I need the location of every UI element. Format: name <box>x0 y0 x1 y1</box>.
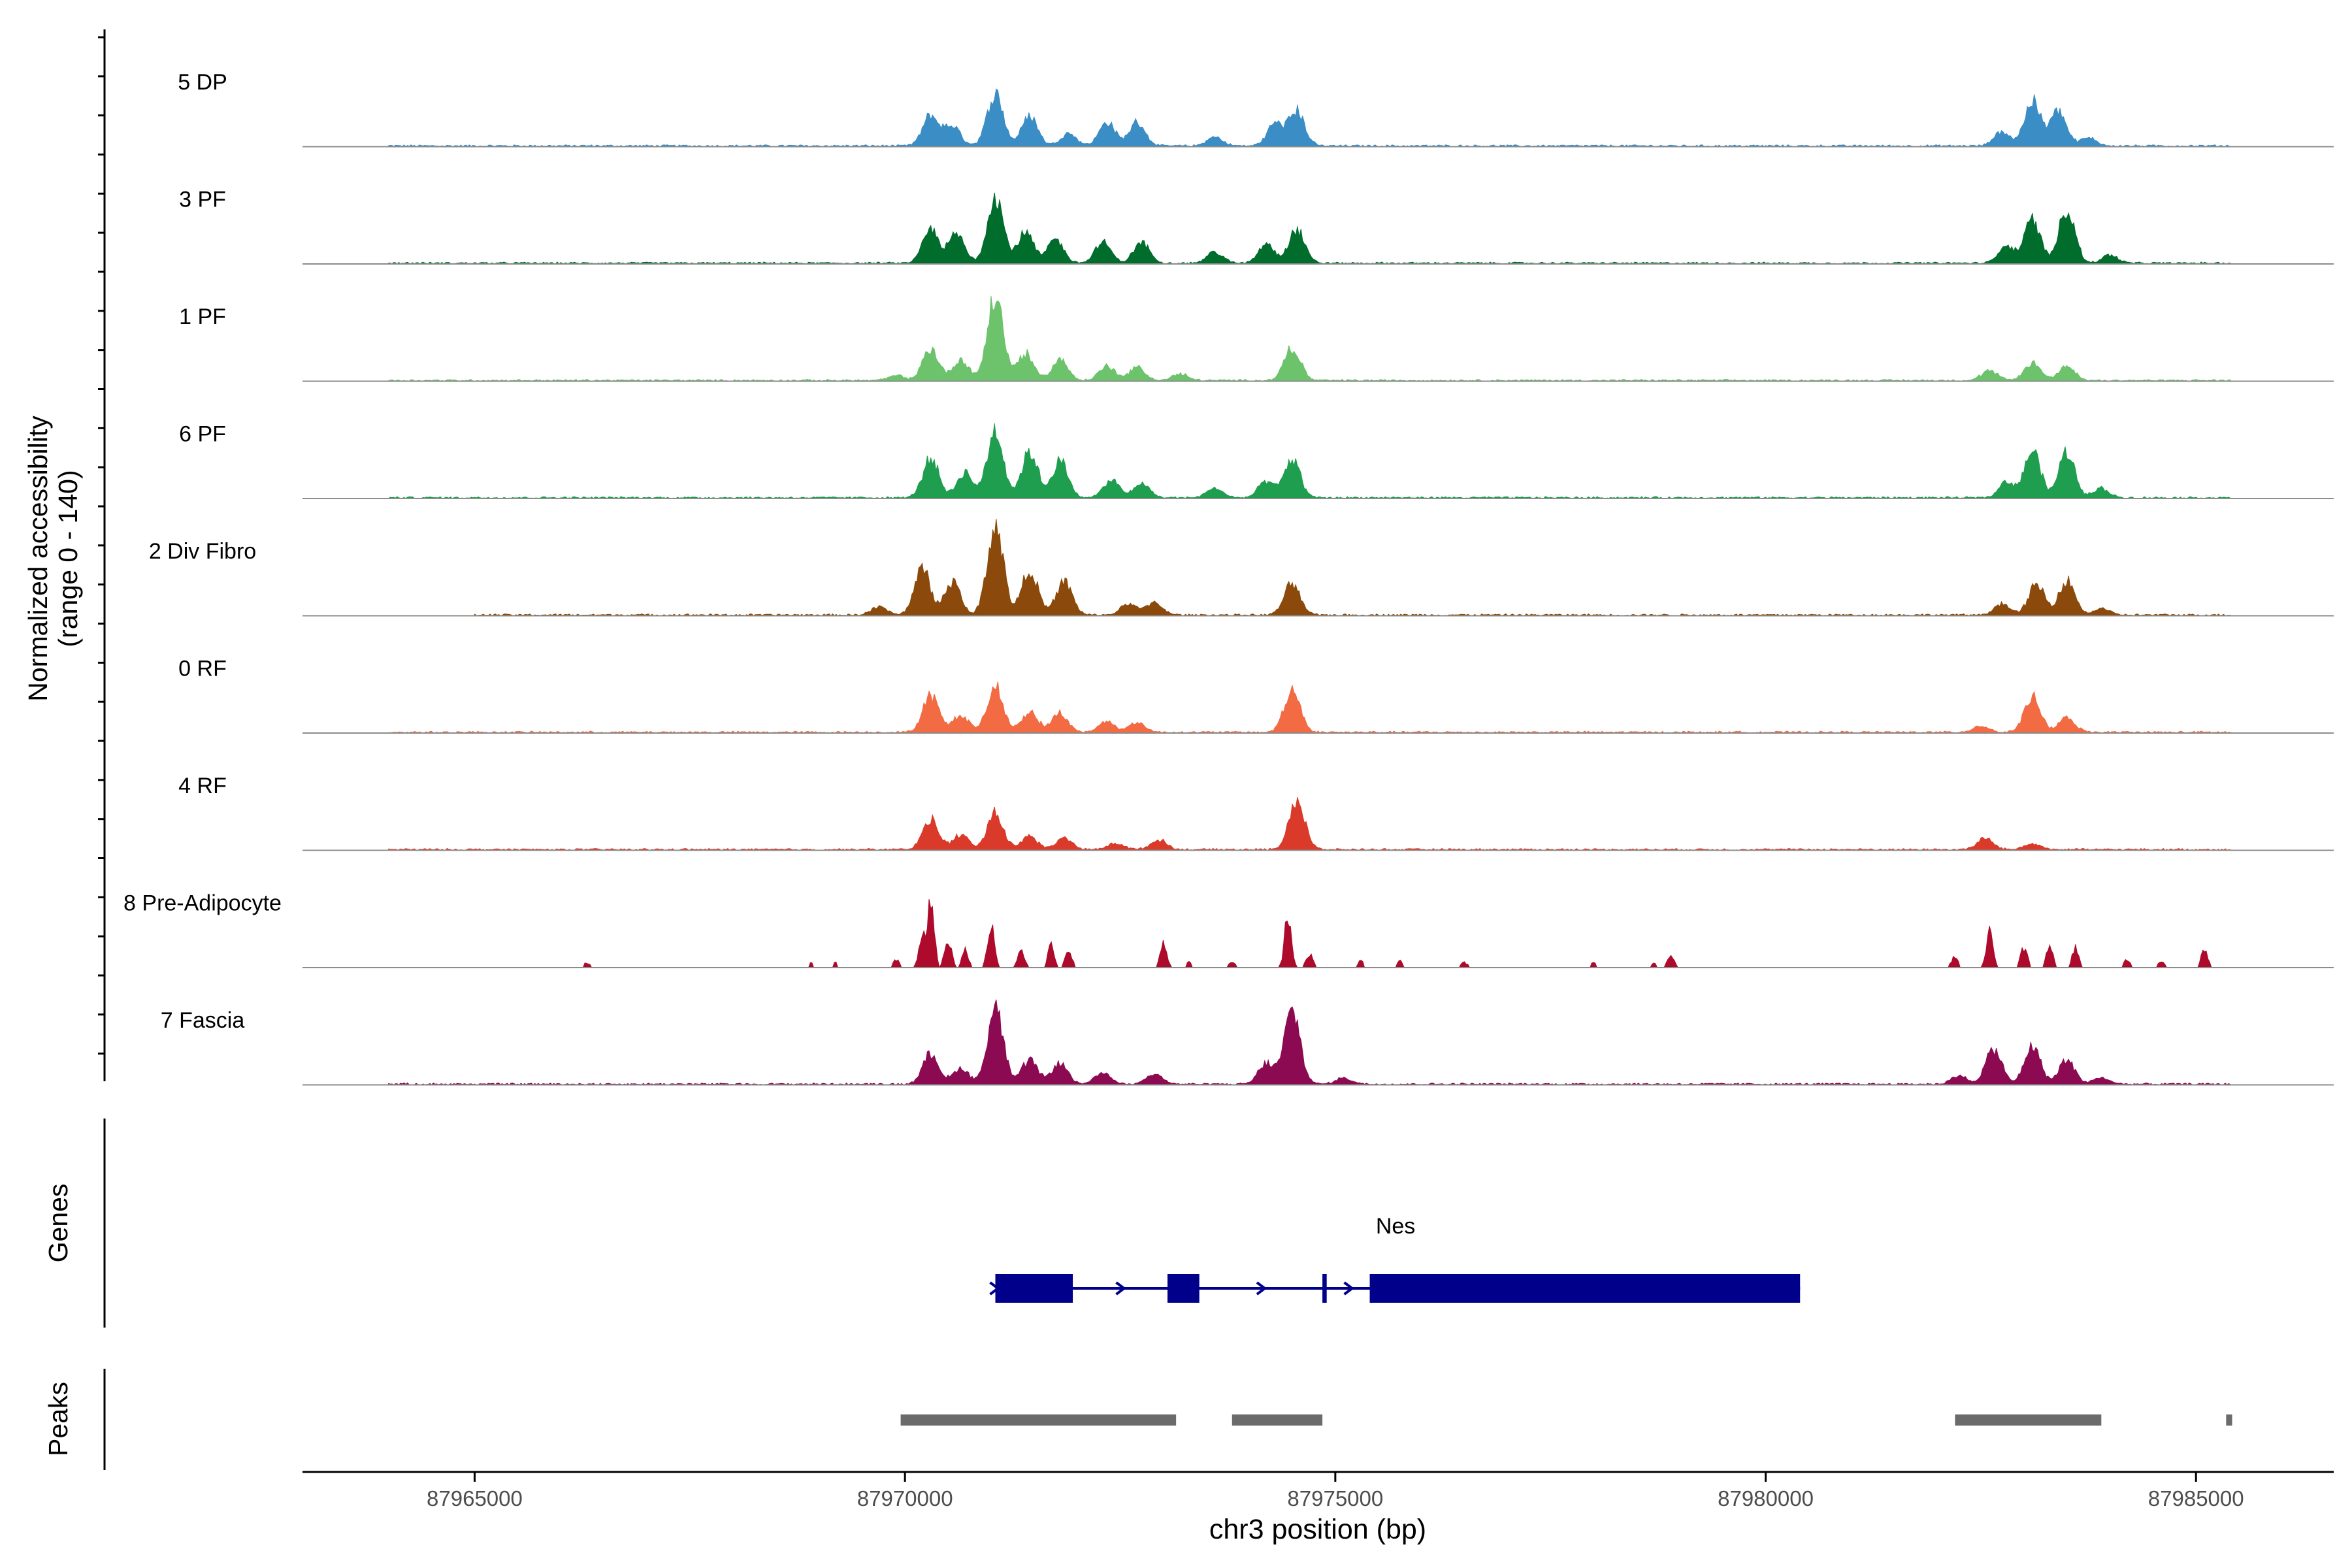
peaks-panel-title: Peaks <box>43 1382 73 1456</box>
x-tick-label: 87985000 <box>2148 1486 2244 1511</box>
track-label: 4 RF <box>178 774 227 798</box>
track-7-fascia: 7 Fascia <box>161 999 2334 1086</box>
coverage-area <box>388 423 2231 499</box>
track-6-pf: 6 PF <box>179 422 2334 499</box>
track-0-rf: 0 RF <box>178 657 2334 734</box>
track-label: 6 PF <box>179 422 226 447</box>
coverage-tracks: 5 DP 3 PF 1 PF 6 PF 2 Div Fibro 0 RF 4 RF 8 Pre… <box>123 70 2334 1086</box>
track-label: 8 Pre-Adipocyte <box>123 891 282 916</box>
gene-track: Nes <box>989 1214 1801 1303</box>
strand-arrow-icon <box>1115 1281 1126 1296</box>
coverage-y-ticks <box>98 36 105 1055</box>
gene-exon <box>1322 1274 1327 1303</box>
peak-region-bar <box>1955 1414 2102 1426</box>
track-3-pf: 3 PF <box>179 188 2334 265</box>
x-tick-label: 87970000 <box>857 1486 953 1511</box>
gene-exon <box>1167 1274 1200 1303</box>
track-label: 3 PF <box>179 188 226 212</box>
y-axis-subtitle: (range 0 - 140) <box>53 470 83 647</box>
gene-exon <box>995 1274 1073 1303</box>
x-tick-label: 87975000 <box>1287 1486 1383 1511</box>
x-tick-label: 87980000 <box>1718 1486 1814 1511</box>
track-2-div-fibro: 2 Div Fibro <box>149 519 2334 617</box>
track-5-dp: 5 DP <box>178 70 2334 148</box>
peak-regions-track <box>900 1414 2232 1426</box>
x-tick-label: 87965000 <box>427 1486 523 1511</box>
gene-nes: Nes <box>989 1214 1801 1303</box>
strand-arrow-icon <box>1256 1281 1267 1296</box>
gene-exon <box>1369 1274 1801 1303</box>
coverage-area <box>388 681 2231 734</box>
y-axis-title: Normalized accessibility <box>23 416 53 702</box>
x-axis-ticks: 87965000 87970000 87975000 87980000 87985000 <box>427 1472 2244 1511</box>
coverage-area <box>388 295 2231 382</box>
track-4-rf: 4 RF <box>178 774 2334 851</box>
track-label: 0 RF <box>178 657 227 681</box>
peak-region-bar <box>1232 1414 1323 1426</box>
gene-name-label: Nes <box>1376 1214 1415 1239</box>
peak-region-bar <box>900 1414 1177 1426</box>
track-8-pre-adipocyte: 8 Pre-Adipocyte <box>123 891 2334 969</box>
coverage-area <box>388 999 2231 1086</box>
strand-arrow-icon <box>1343 1281 1354 1296</box>
coverage-area <box>474 519 2231 617</box>
track-label: 2 Div Fibro <box>149 539 256 564</box>
coverage-area <box>388 88 2231 148</box>
track-label: 7 Fascia <box>161 1008 245 1033</box>
track-label: 5 DP <box>178 70 227 95</box>
coverage-area <box>388 796 2231 851</box>
track-1-pf: 1 PF <box>179 295 2334 382</box>
peak-region-bar <box>2226 1414 2232 1426</box>
x-axis-title: chr3 position (bp) <box>1209 1514 1426 1545</box>
track-label: 1 PF <box>179 304 226 329</box>
coverage-area <box>388 192 2231 265</box>
coverage-area <box>561 899 2222 969</box>
genes-panel-title: Genes <box>43 1184 73 1263</box>
